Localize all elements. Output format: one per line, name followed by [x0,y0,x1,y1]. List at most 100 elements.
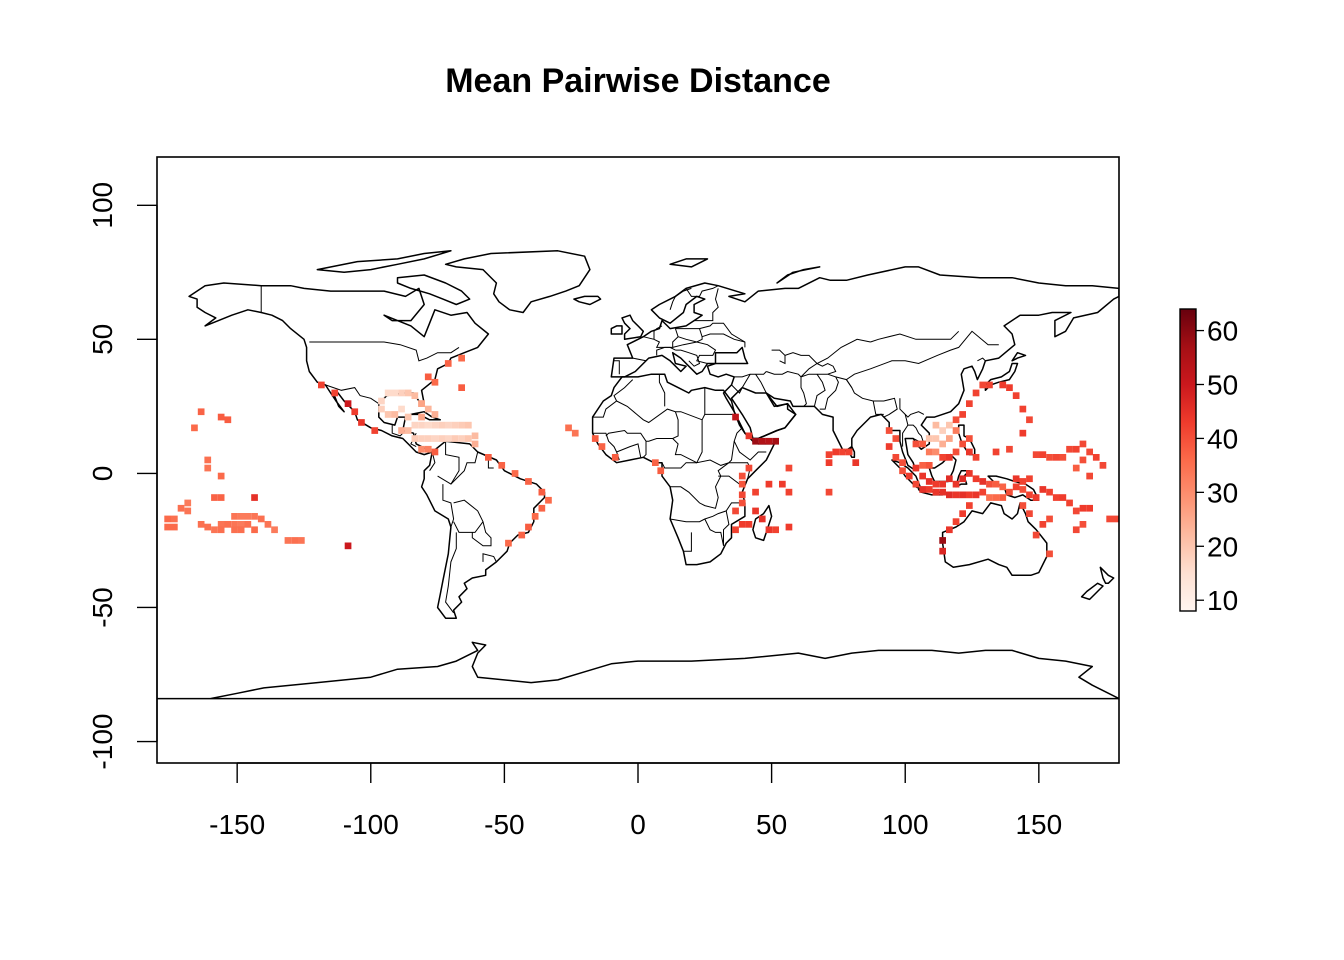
raster-cell [438,435,445,442]
raster-cell [992,480,1000,488]
raster-cell [1046,550,1053,558]
raster-cell [892,454,900,461]
country-border [643,328,679,348]
raster-cell [959,475,966,483]
raster-cell [458,421,465,429]
raster-cell [1006,384,1013,391]
raster-cell [992,494,1000,501]
y-tick-label: -50 [87,587,118,627]
raster-cell [1086,472,1093,480]
country-borders [260,285,999,614]
raster-cell [458,435,465,442]
raster-cell [598,443,606,450]
y-tick-label: 0 [87,466,118,482]
raster-cell [431,411,439,418]
raster-cell [992,448,1000,456]
raster-cell [1079,456,1087,464]
country-border [704,518,724,546]
raster-cell [1019,405,1027,413]
raster-cell [378,397,385,405]
legend-tick-label: 60 [1207,316,1238,347]
country-border [845,330,999,388]
raster-cell [738,480,746,488]
world-land-outlines [157,250,1119,700]
raster-cell [1032,494,1040,501]
country-border [437,441,460,485]
raster-cell [1079,504,1087,512]
raster-cell [939,480,946,488]
country-border [592,387,706,424]
raster-cell [1032,451,1040,458]
raster-cell [404,389,412,397]
country-border [685,285,719,297]
raster-cell [765,526,773,534]
raster-cell [1019,502,1027,509]
raster-cell [391,411,399,418]
raster-cell [966,435,973,442]
raster-cell [959,491,966,499]
raster-cell [284,537,292,544]
raster-cell [905,472,913,480]
raster-cell [825,451,833,458]
raster-cell [885,427,893,434]
raster-cell [966,502,973,509]
raster-cell [939,427,946,434]
raster-cell [418,445,425,453]
raster-cell [952,480,960,488]
raster-cell [1006,445,1013,453]
raster-cell [485,454,492,461]
raster-cell [197,521,205,528]
raster-cell [899,459,906,466]
raster-cell [825,459,833,466]
raster-cell [418,421,425,429]
raster-cell [531,513,539,520]
raster-cell [465,435,472,442]
raster-cell [418,435,425,442]
raster-cell [404,413,412,421]
raster-cell [498,462,506,469]
raster-cell [298,537,305,544]
plot-title: Mean Pairwise Distance [445,62,831,100]
raster-cell [986,480,993,488]
raster-cell [1059,494,1067,501]
raster-cell [912,464,920,472]
raster-cell [411,435,419,442]
legend-tick-label: 10 [1207,585,1238,616]
raster-cell [611,454,619,461]
raster-cell [344,400,352,407]
raster-cell [1026,475,1033,483]
raster-cell [1046,454,1053,461]
country-border [723,510,730,546]
raster-cell [932,435,940,442]
raster-cell [657,467,665,475]
raster-cell [217,413,225,421]
raster-cell [371,427,379,434]
raster-cell [738,521,746,528]
legend-tick-label: 30 [1207,477,1238,508]
raster-cell [972,491,980,499]
country-border [977,357,986,362]
raster-cell [1012,475,1020,483]
raster-cell [1019,486,1027,493]
country-border [733,440,767,461]
x-tick-label: 100 [882,809,929,840]
raster-cell [765,480,773,488]
raster-cell [732,413,739,421]
raster-cell [1072,526,1080,534]
raster-cell [391,389,399,397]
x-tick-label: 150 [1015,809,1062,840]
raster-cell [424,445,432,453]
raster-cell [1032,531,1040,539]
raster-cell [785,464,793,472]
raster-cell [779,480,786,488]
raster-cell [331,389,339,397]
raster-cell [732,526,739,534]
country-border [656,346,676,356]
raster-cell [959,411,966,418]
raster-cell [986,494,993,501]
svalbard-outline [669,258,709,268]
raster-cell [384,389,392,397]
raster-cell [952,491,960,499]
raster-cell [237,526,245,534]
raster-cell [431,378,439,386]
